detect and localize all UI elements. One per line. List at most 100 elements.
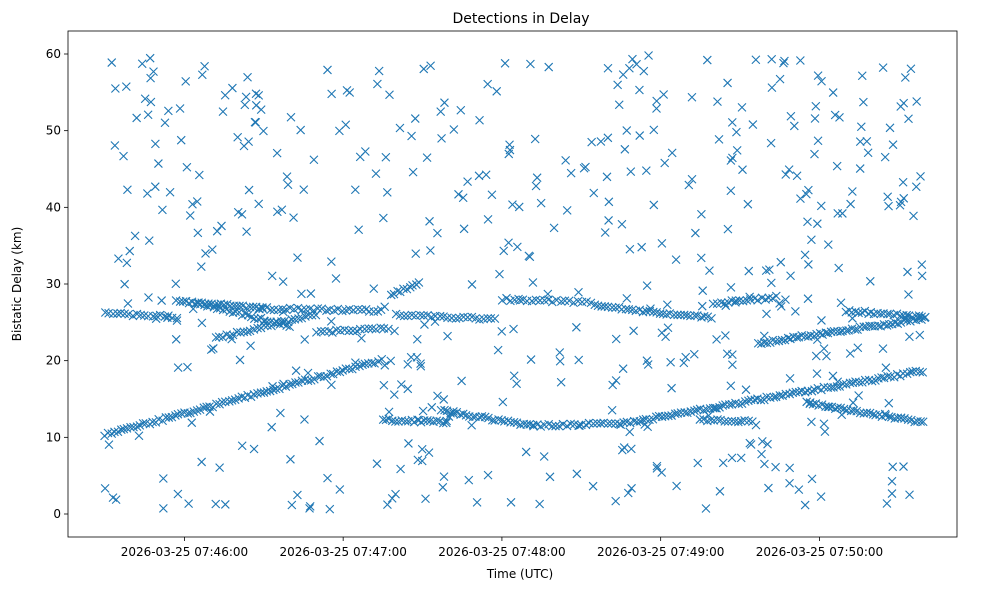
detection-point xyxy=(604,216,613,225)
detection-point xyxy=(828,88,838,97)
detection-point xyxy=(144,293,153,302)
detection-point xyxy=(337,306,347,316)
detection-point xyxy=(241,309,250,319)
detection-point xyxy=(915,330,925,340)
detection-point xyxy=(120,279,130,289)
detection-point xyxy=(502,293,511,303)
detection-point xyxy=(708,299,718,309)
detection-point xyxy=(355,152,365,162)
detection-point xyxy=(411,249,421,258)
detection-point xyxy=(137,59,147,69)
detection-point xyxy=(641,166,651,176)
y-tick-label: 10 xyxy=(46,430,61,444)
detection-point xyxy=(120,309,130,319)
detection-point xyxy=(380,302,390,312)
detection-point xyxy=(237,392,247,402)
detection-point xyxy=(130,231,140,241)
detection-point xyxy=(878,63,888,73)
detection-point xyxy=(745,292,755,302)
detection-point xyxy=(805,398,815,407)
detection-point xyxy=(767,54,777,64)
detection-point xyxy=(506,497,516,507)
detection-point xyxy=(657,239,667,248)
detection-point xyxy=(383,500,392,509)
detection-point xyxy=(751,55,761,65)
detection-point xyxy=(645,306,655,316)
detection-point xyxy=(812,219,822,229)
detection-point xyxy=(727,153,737,163)
detection-point xyxy=(483,215,493,224)
detection-point xyxy=(389,390,399,399)
detection-point xyxy=(420,320,429,329)
detection-point xyxy=(604,197,614,207)
detection-point xyxy=(881,411,891,420)
detection-point xyxy=(848,313,857,323)
detection-point xyxy=(792,333,802,342)
detection-point xyxy=(194,170,204,180)
detection-point xyxy=(425,216,434,226)
detection-point xyxy=(905,332,914,342)
detection-point xyxy=(407,131,416,141)
detection-point xyxy=(822,351,831,361)
detection-point xyxy=(744,266,754,276)
detection-point xyxy=(917,260,927,270)
detection-point xyxy=(764,293,774,303)
detection-point xyxy=(712,403,721,413)
detection-point xyxy=(718,458,728,468)
detection-point xyxy=(259,321,269,330)
detection-point xyxy=(617,445,627,455)
detection-point xyxy=(497,296,507,305)
detection-point xyxy=(341,120,351,130)
detection-point xyxy=(443,331,452,341)
detection-point xyxy=(807,386,817,396)
detection-point xyxy=(309,155,319,165)
x-tick-label: 2026-03-25 07:47:00 xyxy=(279,545,406,559)
detection-point xyxy=(504,238,513,248)
x-tick-label: 2026-03-25 07:46:00 xyxy=(121,545,248,559)
detection-point xyxy=(249,444,259,454)
detection-point xyxy=(893,319,903,329)
detection-point xyxy=(151,314,161,324)
detection-point xyxy=(160,118,170,128)
detection-point xyxy=(795,56,805,65)
detection-point xyxy=(903,267,912,277)
detection-point xyxy=(808,399,818,409)
detection-point xyxy=(608,380,618,390)
detection-point xyxy=(433,391,442,401)
detection-point xyxy=(267,422,277,432)
detection-point xyxy=(165,187,175,197)
detection-point xyxy=(325,504,335,514)
detection-point xyxy=(163,313,172,323)
detection-point xyxy=(173,363,183,372)
detection-point xyxy=(555,356,565,366)
detection-point xyxy=(545,472,555,482)
detection-point xyxy=(596,137,606,146)
detection-point xyxy=(107,58,117,67)
detection-point xyxy=(197,457,207,467)
detection-point xyxy=(697,301,707,311)
detection-point xyxy=(777,335,787,345)
detection-point xyxy=(549,223,559,233)
detection-point xyxy=(547,421,557,431)
detection-point xyxy=(539,452,549,461)
detection-point xyxy=(589,188,599,198)
detection-point xyxy=(884,412,894,421)
detection-point xyxy=(357,333,366,343)
detection-point xyxy=(497,327,507,336)
detection-point xyxy=(800,250,810,260)
detection-point xyxy=(317,304,327,314)
detection-point xyxy=(806,331,816,340)
detection-point xyxy=(896,413,906,423)
detection-point xyxy=(319,372,329,382)
detection-point xyxy=(566,168,576,178)
detection-point xyxy=(769,392,779,402)
detection-point xyxy=(278,381,287,391)
detection-point xyxy=(430,317,440,326)
detection-point xyxy=(855,137,865,146)
detection-point xyxy=(625,244,635,254)
detection-point xyxy=(494,415,503,424)
detection-point xyxy=(449,407,458,416)
detection-point xyxy=(300,335,310,344)
detection-point xyxy=(140,94,150,104)
detection-point xyxy=(589,419,598,429)
